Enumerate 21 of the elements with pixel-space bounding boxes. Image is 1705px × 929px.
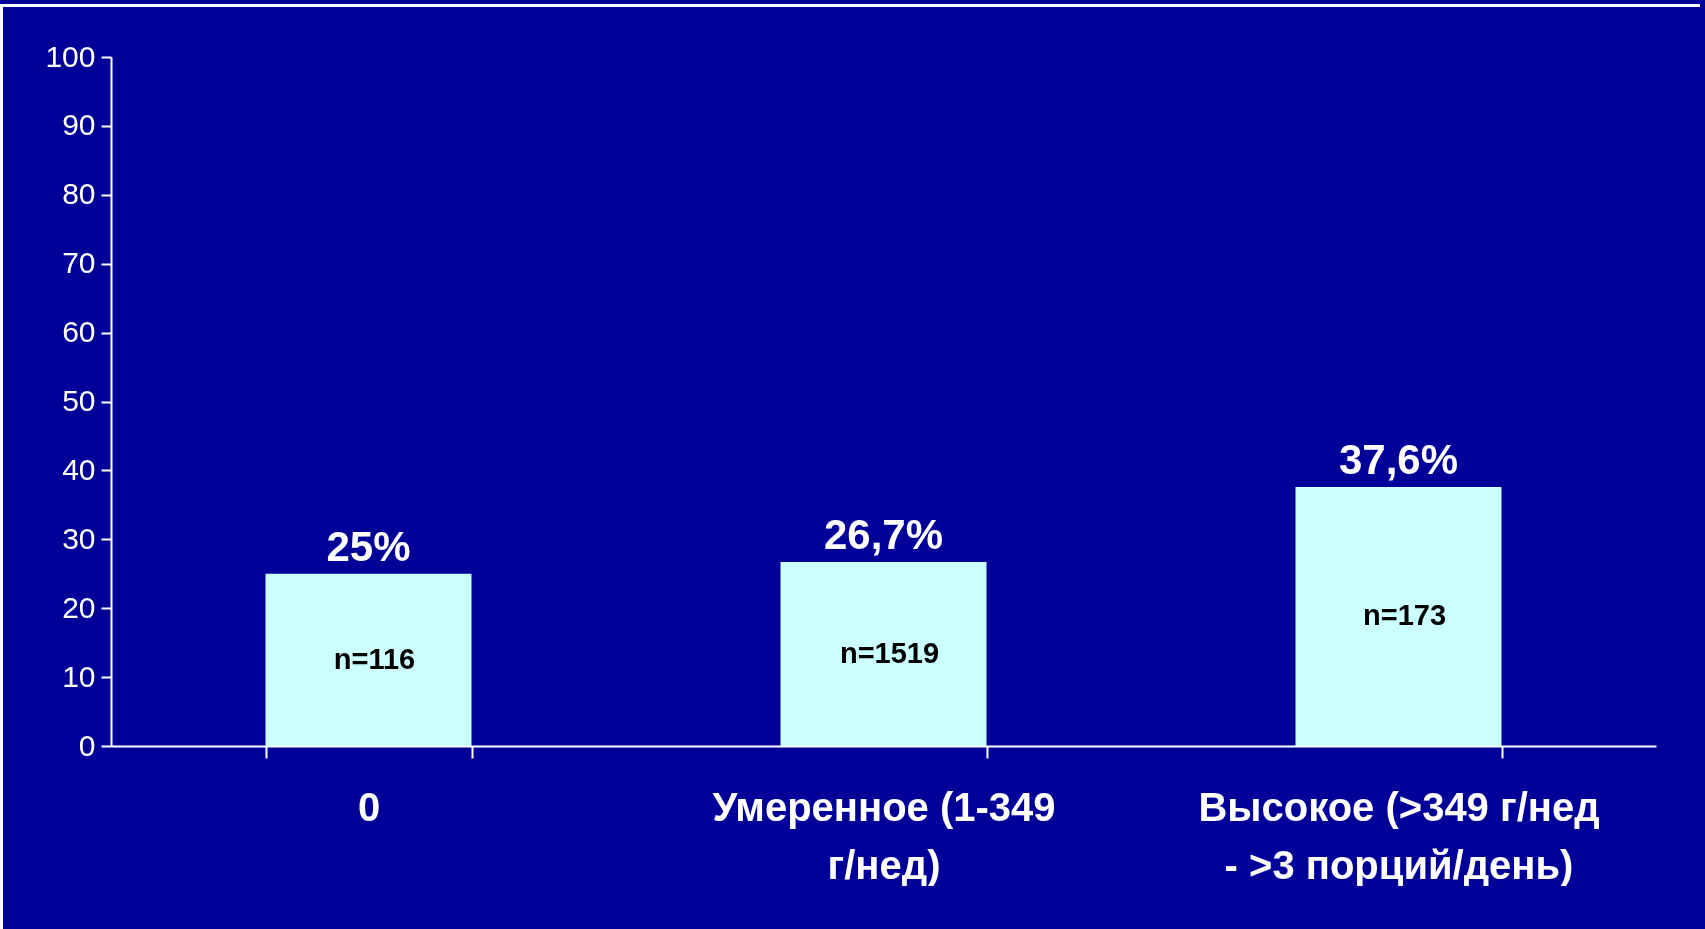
y-tick-label: 50 [62, 384, 96, 417]
y-tick-label: 30 [62, 521, 96, 555]
annotation: n=173 [1362, 599, 1447, 632]
y-tick-label: 80 [62, 177, 96, 211]
data-label: 26,7% [823, 511, 944, 559]
y-tick-label: 20 [62, 590, 96, 624]
y-tick-label: 70 [62, 246, 96, 280]
data-label: 25% [326, 522, 411, 570]
y-tick-label: 40 [62, 452, 96, 486]
bar [1295, 486, 1502, 746]
y-tick-label: 100 [45, 39, 96, 73]
bar [265, 573, 472, 746]
y-tick-label: 90 [62, 108, 96, 142]
y-tick-label: 0 [78, 728, 96, 762]
bar [780, 562, 987, 746]
y-tick-label: 10 [62, 659, 96, 693]
annotation: n=1519 [839, 637, 940, 670]
data-label: 37,6% [1338, 435, 1459, 483]
y-tick-label: 60 [62, 315, 96, 349]
x-tick-label: 0 [357, 784, 381, 829]
annotation: n=116 [333, 642, 416, 675]
